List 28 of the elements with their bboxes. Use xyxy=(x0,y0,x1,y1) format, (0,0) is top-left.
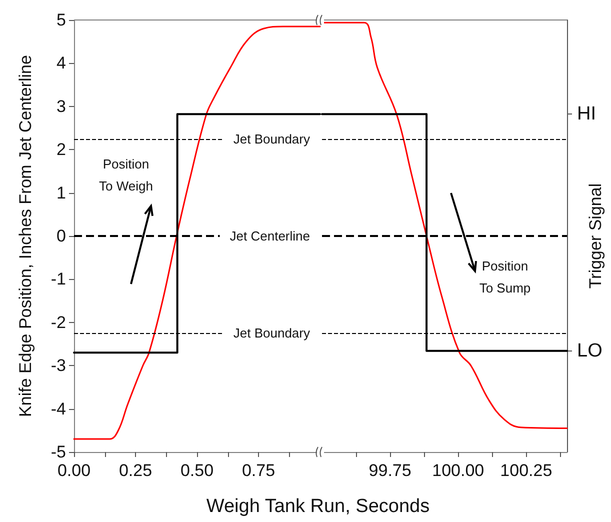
annotation: Position To Sump xyxy=(479,258,531,296)
y-tick-label: -2 xyxy=(50,312,66,332)
x-tick-label: 99.75 xyxy=(368,461,412,480)
x-tick-label: 0.00 xyxy=(57,461,91,480)
text: HI xyxy=(577,104,596,124)
y-tick-label: 4 xyxy=(56,54,66,73)
y-tick-label: -1 xyxy=(50,270,66,289)
y-tick-label: -4 xyxy=(50,399,66,418)
y-tick-label: -5 xyxy=(50,442,66,462)
y-tick-label: 5 xyxy=(56,10,66,30)
x-tick-label: 0.25 xyxy=(118,461,152,480)
ref-line-label: Jet Centerline xyxy=(230,228,310,244)
y-tick-label: 3 xyxy=(56,96,66,116)
x-tick-label: 0.50 xyxy=(180,461,214,480)
y-tick-label: -3 xyxy=(50,356,66,376)
y2-axis-title: Trigger Signal xyxy=(586,183,605,289)
x-axis-title: Weigh Tank Run, Seconds xyxy=(206,496,430,517)
x-tick-label: 0.75 xyxy=(242,461,276,480)
y-tick-label: 1 xyxy=(56,183,66,202)
ref-line-label: Jet Boundary xyxy=(233,326,310,341)
y-axis-title: Knife Edge Position, Inches From Jet Centerline xyxy=(16,55,35,417)
annotation: Position To Weigh xyxy=(99,156,153,194)
y-tick-label: 2 xyxy=(56,140,66,160)
x-tick-label: 100.25 xyxy=(500,461,552,480)
ref-line-label: Jet Boundary xyxy=(233,131,310,146)
y-tick-label: 0 xyxy=(56,226,66,246)
x-tick-label: 100.00 xyxy=(432,461,484,480)
text: LO xyxy=(577,340,602,362)
